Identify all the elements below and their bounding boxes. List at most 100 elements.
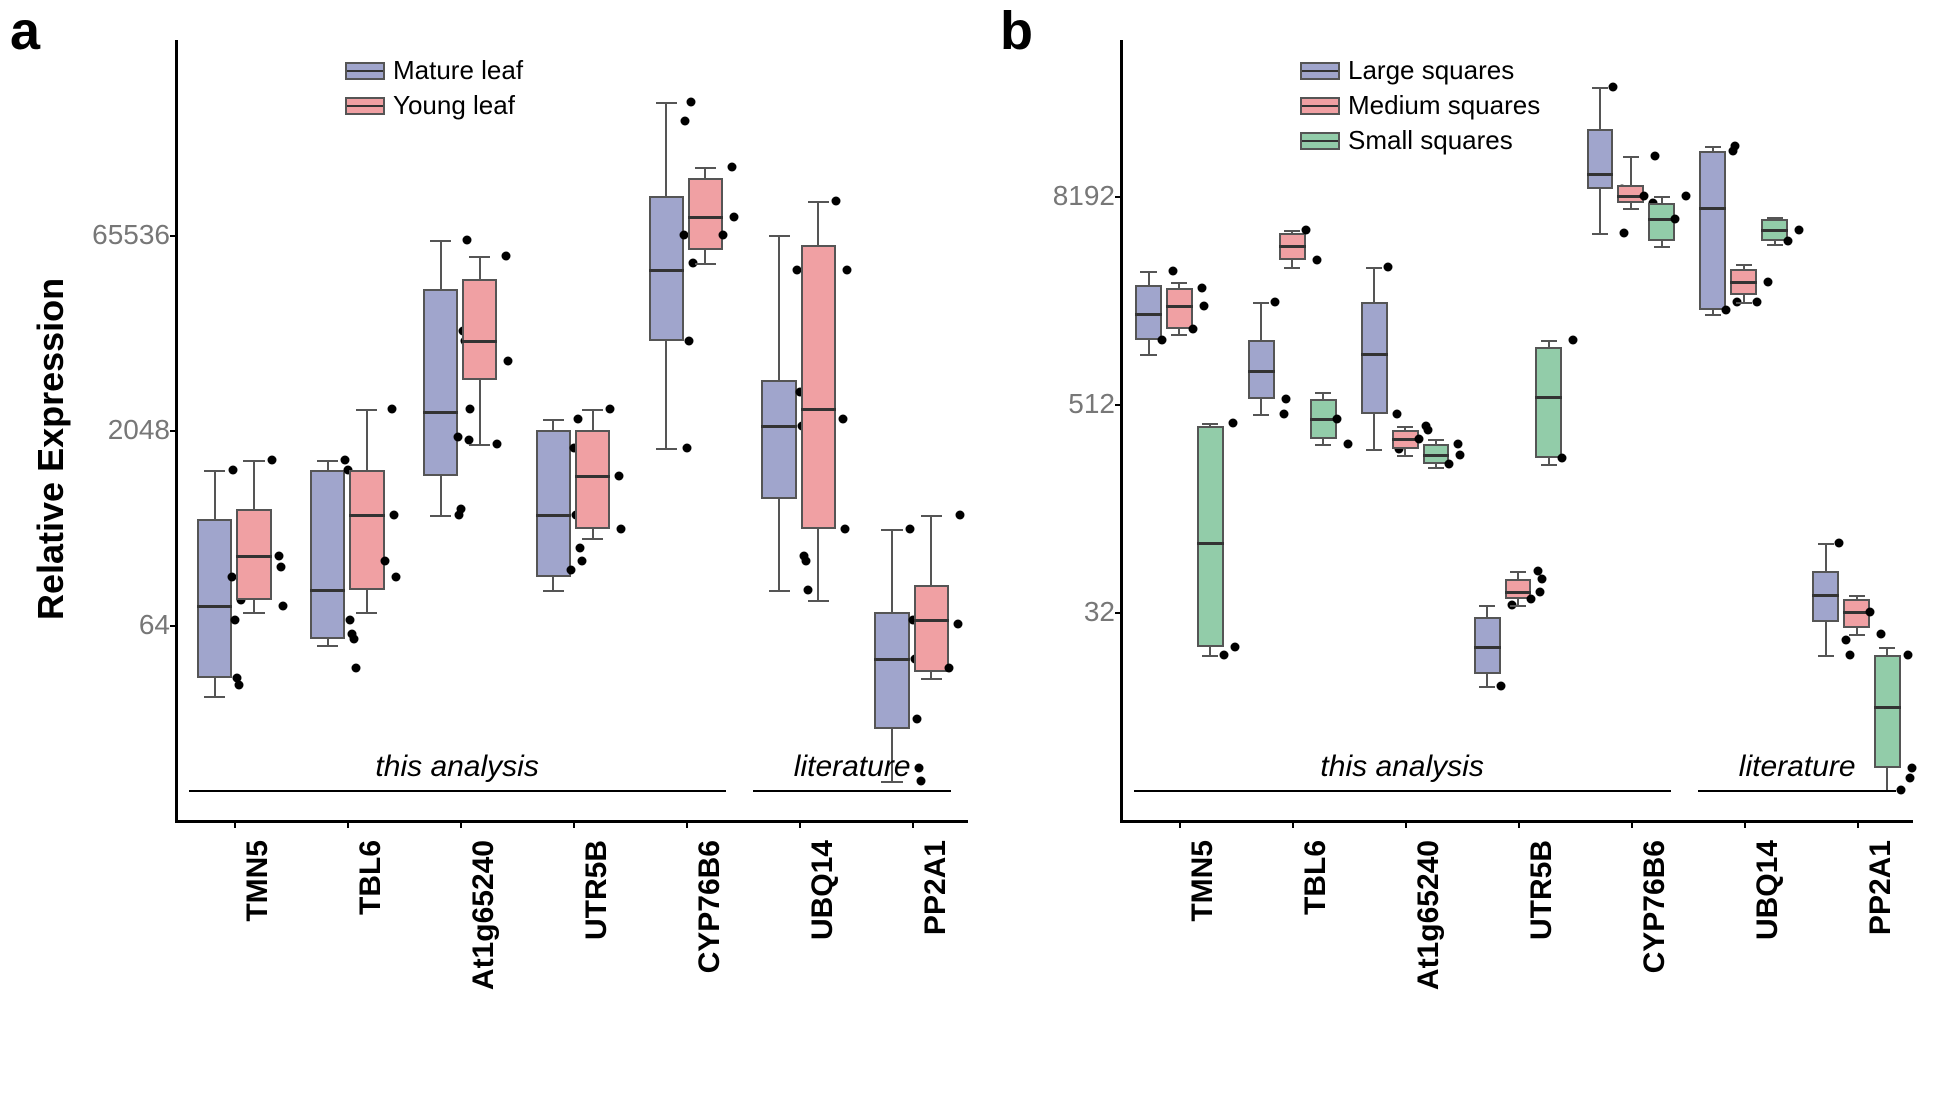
data-point — [1199, 301, 1208, 310]
panel-a-y-ticks: 64204865536 — [60, 40, 170, 820]
y-tick-mark — [170, 430, 178, 432]
box-median — [462, 340, 497, 343]
box-whisker-cap — [543, 590, 564, 592]
box-median — [1505, 591, 1532, 594]
x-tick-label: PP2A1 — [919, 840, 953, 1040]
box-whisker-cap — [769, 235, 790, 237]
legend-swatch — [345, 62, 385, 80]
x-tick-label: UBQ14 — [1751, 840, 1785, 1040]
box-whisker-cap — [430, 240, 451, 242]
data-point — [231, 615, 240, 624]
data-point — [1332, 414, 1341, 423]
data-point — [1907, 764, 1916, 773]
data-point — [1527, 595, 1536, 604]
panel-a-legend: Mature leafYoung leaf — [345, 55, 523, 125]
x-tick-label: TBL6 — [354, 840, 388, 1040]
box-median — [197, 605, 232, 608]
box-whisker-cap — [1849, 595, 1865, 597]
data-point — [1188, 324, 1197, 333]
box-whisker-cap — [1284, 267, 1300, 269]
box-median — [1474, 646, 1501, 649]
data-point — [1905, 774, 1914, 783]
box-iqr — [688, 178, 723, 250]
data-point — [615, 472, 624, 481]
data-point — [1729, 146, 1738, 155]
data-point — [1421, 422, 1430, 431]
x-tick-label: TBL6 — [1299, 840, 1333, 1040]
box-whisker-cap — [317, 645, 338, 647]
data-point — [502, 252, 511, 261]
panel-b-legend: Large squaresMedium squaresSmall squares — [1300, 55, 1540, 160]
box-whisker-cap — [1623, 156, 1639, 158]
data-point — [455, 511, 464, 520]
data-point — [466, 404, 475, 413]
data-point — [1456, 450, 1465, 459]
box-median — [1423, 454, 1450, 457]
box-whisker-cap — [469, 256, 490, 258]
data-point — [1896, 785, 1905, 794]
data-point — [680, 116, 689, 125]
box-median — [1279, 245, 1306, 248]
x-tick-label: PP2A1 — [1864, 840, 1898, 1040]
box-median — [536, 514, 571, 517]
data-point — [574, 414, 583, 423]
box-whisker-cap — [1479, 605, 1495, 607]
box-whisker-cap — [1253, 414, 1269, 416]
box-iqr — [874, 612, 909, 729]
box-whisker-cap — [1171, 334, 1187, 336]
box-whisker-cap — [1510, 605, 1526, 607]
legend-item: Small squares — [1300, 125, 1540, 156]
box-median — [1874, 706, 1901, 709]
box-whisker-cap — [1397, 426, 1413, 428]
y-tick-label: 65536 — [70, 219, 170, 251]
box-median — [874, 658, 909, 661]
data-point — [831, 196, 840, 205]
data-point — [1343, 440, 1352, 449]
data-point — [728, 162, 737, 171]
box-whisker-cap — [1479, 686, 1495, 688]
y-tick-mark — [170, 625, 178, 627]
data-point — [606, 404, 615, 413]
data-point — [953, 620, 962, 629]
box-median — [1761, 229, 1788, 232]
box-iqr — [1361, 302, 1388, 414]
y-tick-label: 64 — [70, 609, 170, 641]
data-point — [1536, 587, 1545, 596]
box-whisker-cap — [204, 696, 225, 698]
box-iqr — [197, 519, 232, 678]
data-point — [387, 404, 396, 413]
box-whisker-cap — [1623, 208, 1639, 210]
data-point — [730, 213, 739, 222]
box-median — [1587, 173, 1614, 176]
y-tick-label: 512 — [1015, 388, 1115, 420]
data-point — [1795, 226, 1804, 235]
box-whisker-cap — [1654, 246, 1670, 248]
data-point — [276, 562, 285, 571]
data-point — [1197, 284, 1206, 293]
box-whisker-cap — [1705, 314, 1721, 316]
data-point — [944, 663, 953, 672]
y-tick-mark — [1115, 404, 1123, 406]
box-whisker-cap — [1849, 634, 1865, 636]
data-point — [1281, 394, 1290, 403]
data-point — [493, 439, 502, 448]
box-whisker-cap — [881, 781, 902, 783]
box-whisker-cap — [1366, 449, 1382, 451]
panel-a-x-labels: TMN5TBL6At1g65240UTR5BCYP76B6UBQ14PP2A1 — [175, 820, 965, 1080]
box-whisker-cap — [1397, 455, 1413, 457]
box-whisker-cap — [1140, 271, 1156, 273]
data-point — [1866, 608, 1875, 617]
legend-item: Large squares — [1300, 55, 1540, 86]
data-point — [463, 235, 472, 244]
figure-root: a b Relative Expression Mature leafYoung… — [0, 0, 1946, 1093]
box-whisker-cap — [204, 470, 225, 472]
data-point — [576, 544, 585, 553]
box-whisker-cap — [356, 409, 377, 411]
data-point — [838, 414, 847, 423]
data-point — [391, 573, 400, 582]
box-whisker-cap — [1253, 302, 1269, 304]
box-median — [349, 514, 384, 517]
box-iqr — [1874, 655, 1901, 768]
legend-text: Mature leaf — [393, 55, 523, 86]
box-whisker-cap — [1654, 196, 1670, 198]
